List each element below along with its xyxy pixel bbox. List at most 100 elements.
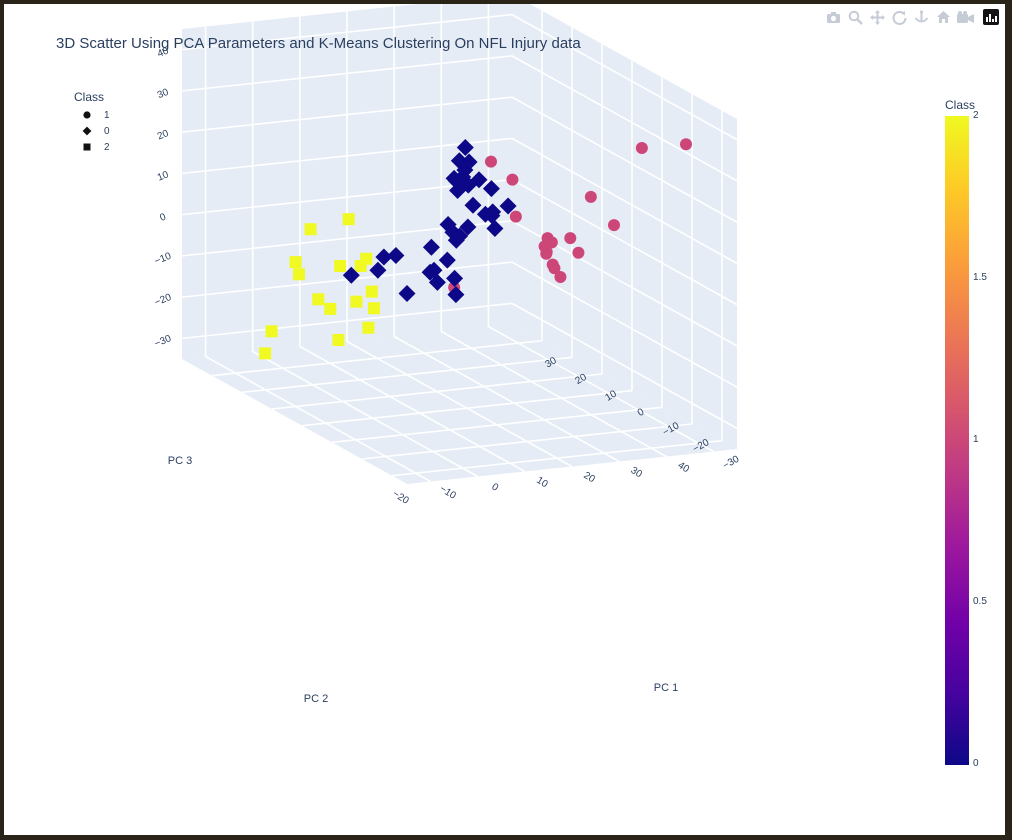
diamond-marker-class-0[interactable] — [447, 172, 465, 190]
camera-icon[interactable] — [824, 8, 843, 27]
diamond-marker-class-0[interactable] — [438, 251, 456, 269]
gridline — [181, 96, 513, 133]
circle-marker-class-1[interactable] — [509, 210, 522, 223]
save-camera-icon[interactable] — [956, 8, 975, 27]
circle-marker-class-1[interactable] — [572, 246, 585, 259]
square-marker-class-2[interactable] — [332, 333, 345, 346]
pc3-tick-label: −10 — [153, 251, 173, 268]
pc2-tick-label: 30 — [543, 355, 559, 370]
gridline — [271, 373, 603, 410]
diamond-marker-class-0[interactable] — [446, 269, 464, 287]
square-marker-class-2[interactable] — [312, 293, 325, 306]
turntable-rotation-icon[interactable] — [912, 8, 931, 27]
circle-marker-class-1[interactable] — [564, 232, 577, 245]
zoom-icon[interactable] — [846, 8, 865, 27]
scene-grid — [181, 4, 738, 484]
legend-item-label: 1 — [104, 109, 110, 121]
circle-marker-class-1[interactable] — [541, 232, 554, 245]
gridline — [511, 302, 738, 430]
pc2-tick-label: 0 — [636, 406, 647, 419]
colorbar-tick: 1.5 — [973, 272, 987, 283]
pc3-tick-label: −30 — [153, 333, 173, 350]
square-marker-class-2[interactable] — [365, 285, 378, 298]
diamond-marker-class-0[interactable] — [499, 197, 517, 215]
diamond-marker-class-0[interactable] — [369, 261, 387, 279]
circle-marker-class-1[interactable] — [506, 173, 519, 186]
pc1-tick-label: 10 — [534, 475, 550, 490]
diamond-marker-class-0[interactable] — [476, 205, 494, 223]
circle-marker-class-1[interactable] — [554, 270, 567, 283]
square-marker-class-2[interactable] — [360, 252, 373, 265]
diamond-marker-class-0[interactable] — [447, 286, 465, 304]
gridline — [252, 350, 479, 478]
circle-marker-class-1[interactable] — [485, 155, 497, 168]
pc2-axis-title: PC 2 — [304, 693, 328, 705]
colorbar-tick: 0.5 — [973, 596, 987, 607]
diamond-marker-class-0[interactable] — [342, 266, 360, 284]
square-marker-class-2[interactable] — [259, 347, 272, 360]
colorbar-title: Class — [945, 98, 976, 112]
diamond-marker-class-0[interactable] — [422, 238, 440, 256]
square-marker-class-2[interactable] — [342, 213, 355, 226]
pc1-tick-label: 40 — [676, 460, 692, 475]
diamond-marker-class-0[interactable] — [375, 248, 393, 266]
gridline — [181, 13, 513, 51]
circle-marker-icon — [74, 107, 100, 123]
pc2-tick-label: 20 — [574, 372, 590, 387]
square-marker-class-2[interactable] — [304, 223, 317, 236]
gridline — [331, 406, 663, 444]
gridline — [211, 339, 543, 377]
legend-item-label: 2 — [104, 141, 110, 153]
diamond-marker-class-0[interactable] — [439, 216, 457, 233]
diamond-marker-class-0[interactable] — [456, 139, 474, 156]
square-marker-class-2[interactable] — [293, 268, 305, 281]
square-marker-class-2[interactable] — [368, 302, 380, 315]
diamond-marker-class-0[interactable] — [398, 285, 416, 302]
pc3-tick-label: −20 — [153, 292, 173, 309]
square-marker-class-2[interactable] — [324, 302, 337, 315]
legend-item-class-1[interactable]: 1 — [74, 107, 110, 123]
pc1-axis-title: PC 1 — [654, 682, 678, 694]
diamond-marker-class-0[interactable] — [470, 171, 488, 189]
circle-marker-class-1[interactable] — [680, 138, 692, 151]
chart-title: 3D Scatter Using PCA Parameters and K-Me… — [56, 35, 581, 52]
wall-pc1-max — [512, 4, 737, 449]
gridline — [511, 96, 738, 223]
diamond-marker-class-0[interactable] — [464, 196, 482, 214]
diamond-marker-class-0[interactable] — [428, 273, 446, 291]
gridline — [241, 356, 573, 394]
legend: Class 1 0 2 — [74, 90, 110, 155]
square-marker-class-2[interactable] — [334, 259, 347, 272]
pan-icon[interactable] — [868, 8, 887, 27]
gridline — [181, 302, 513, 340]
pc3-axis-title: PC 3 — [168, 455, 192, 467]
scene-3d[interactable]: −20 −10 0 10 20 30 40 −30−20−100102030−30−20−10… — [4, 4, 1005, 835]
diamond-marker-class-0[interactable] — [459, 218, 477, 236]
square-marker-class-2[interactable] — [362, 321, 375, 334]
circle-marker-class-1[interactable] — [584, 190, 597, 203]
pc3-tick-label: 0 — [158, 211, 168, 223]
diamond-marker-class-0[interactable] — [482, 180, 500, 198]
circle-marker-class-1[interactable] — [540, 247, 553, 260]
colorbar: Class 2 1.5 1 0.5 0 — [943, 98, 1003, 788]
diamond-marker-class-0[interactable] — [421, 263, 439, 281]
legend-title: Class — [74, 90, 105, 104]
circle-marker-class-1[interactable] — [546, 258, 559, 271]
circle-marker-class-1[interactable] — [635, 142, 648, 155]
square-marker-class-2[interactable] — [289, 256, 302, 269]
plotly-logo-icon[interactable] — [983, 9, 999, 25]
scene-points — [259, 138, 692, 360]
colorbar-tick: 2 — [973, 110, 979, 121]
square-marker-class-2[interactable] — [350, 295, 363, 308]
gridline — [511, 137, 738, 265]
circle-marker-class-1[interactable] — [608, 219, 620, 232]
plot-container: −20 −10 0 10 20 30 40 −30 −20 −10 0 10 20 30 −30 −20 −10… — [4, 4, 1005, 835]
legend-item-class-0[interactable]: 0 — [74, 123, 110, 139]
legend-item-class-2[interactable]: 2 — [74, 139, 110, 155]
diamond-marker-class-0[interactable] — [456, 161, 474, 179]
diamond-marker-class-0[interactable] — [387, 247, 405, 264]
orbit-rotation-icon[interactable] — [890, 8, 909, 27]
square-marker-class-2[interactable] — [265, 325, 278, 338]
diamond-marker-class-0[interactable] — [486, 220, 504, 237]
reset-camera-icon[interactable] — [934, 8, 953, 27]
